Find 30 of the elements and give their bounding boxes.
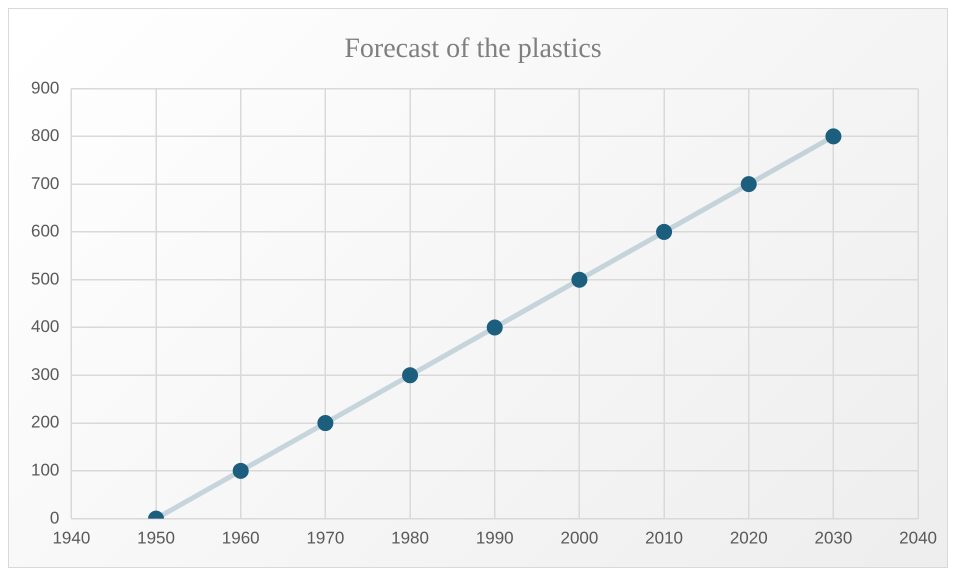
x-tick-label: 1950 [137, 528, 175, 548]
point [402, 367, 418, 384]
y-tick-label: 500 [30, 269, 60, 288]
y-tick-label: 700 [30, 174, 60, 193]
x-tick-label: 2030 [814, 528, 852, 548]
point [317, 415, 334, 432]
x-tick-label: 1970 [306, 528, 344, 548]
point [740, 176, 757, 192]
y-tick-label: 400 [30, 317, 60, 336]
x-tick-label: 2010 [645, 528, 683, 548]
point [486, 319, 503, 336]
x-tick-label: 1990 [476, 528, 514, 548]
y-tick-label: 300 [30, 364, 60, 384]
chart-title: Forecast of the plastics [344, 33, 602, 64]
x-tick-label: 1960 [222, 528, 260, 548]
point [656, 224, 672, 240]
y-tick-label: 800 [30, 126, 60, 146]
y-tick-label: 600 [30, 222, 60, 241]
y-tick-label: 200 [30, 412, 60, 432]
point [232, 462, 249, 479]
x-tick-label: 1940 [52, 528, 90, 548]
y-tick-label: 900 [30, 78, 60, 98]
point [571, 272, 588, 288]
x-tick-label: 2020 [730, 528, 768, 548]
point [825, 128, 842, 144]
x-tick-label: 1980 [391, 528, 429, 548]
x-tick-label: 2000 [560, 528, 598, 548]
x-tick-label: 2040 [899, 528, 938, 548]
y-tick-label: 100 [30, 460, 60, 480]
y-tick-label: 0 [50, 508, 60, 528]
